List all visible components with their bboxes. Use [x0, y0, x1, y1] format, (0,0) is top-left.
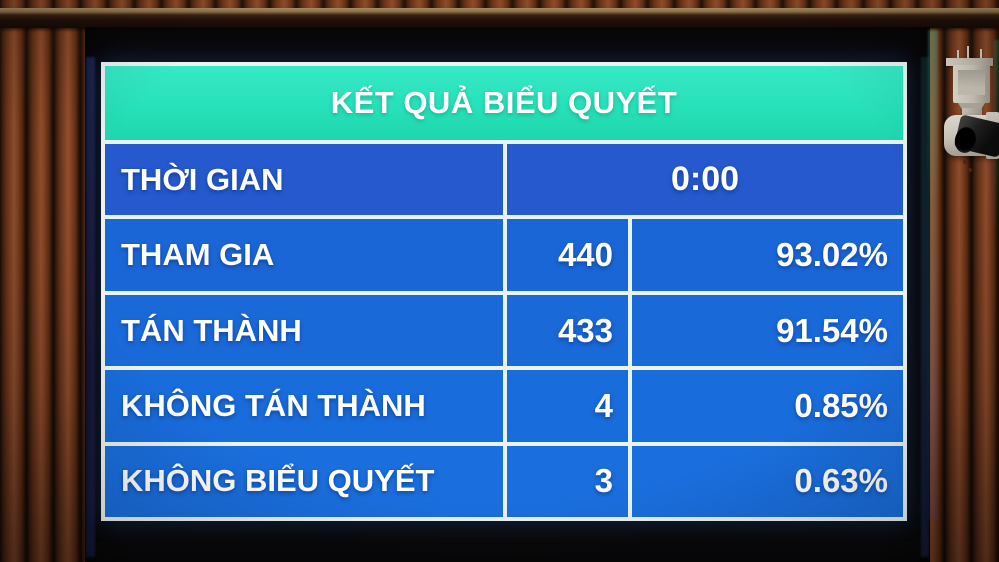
voting-results-board: KẾT QUẢ BIỂU QUYẾT THỜI GIAN 0:00 THAM G… — [101, 62, 907, 521]
screen-reflection-left — [86, 57, 95, 557]
led-screen-bezel: KẾT QUẢ BIỂU QUYẾT THỜI GIAN 0:00 THAM G… — [85, 27, 930, 562]
result-count: 440 — [507, 219, 628, 291]
screen-reflection-right — [921, 57, 929, 557]
result-count: 4 — [507, 370, 628, 442]
camera-pin — [980, 49, 982, 59]
result-count: 3 — [507, 445, 628, 518]
result-label: KHÔNG TÁN THÀNH — [105, 370, 503, 442]
result-row-khong-tan-thanh: KHÔNG TÁN THÀNH 4 0.85% — [105, 370, 903, 442]
result-percent: 0.63% — [632, 445, 903, 518]
wall-knot — [963, 160, 967, 164]
camera-mount-plate — [946, 58, 993, 66]
result-row-tham-gia: THAM GIA 440 93.02% — [105, 219, 903, 291]
camera-bracket-face — [958, 70, 985, 95]
result-label: THAM GIA — [105, 219, 503, 291]
screen-glow-on-wall — [928, 30, 938, 520]
result-percent: 0.85% — [632, 370, 903, 442]
time-label: THỜI GIAN — [105, 144, 503, 216]
camera-pin — [967, 46, 969, 59]
result-count: 433 — [507, 294, 628, 367]
result-percent: 93.02% — [632, 219, 903, 291]
result-row-tan-thanh: TÁN THÀNH 433 91.54% — [105, 294, 903, 367]
time-value: 0:00 — [507, 144, 903, 216]
result-label: KHÔNG BIỂU QUYẾT — [105, 445, 503, 518]
wall-knot — [968, 168, 972, 172]
wall-rail — [0, 8, 999, 28]
camera-pin — [957, 50, 959, 59]
camera-neck — [962, 108, 982, 117]
time-row: THỜI GIAN 0:00 — [105, 144, 903, 216]
result-label: TÁN THÀNH — [105, 294, 503, 367]
board-title: KẾT QUẢ BIỂU QUYẾT — [330, 85, 678, 120]
result-row-khong-bieu-quyet: KHÔNG BIỂU QUYẾT 3 0.63% — [105, 445, 903, 518]
board-header-row: KẾT QUẢ BIỂU QUYẾT — [105, 66, 903, 140]
camera-bracket-taper — [958, 103, 985, 109]
result-percent: 91.54% — [632, 294, 903, 367]
